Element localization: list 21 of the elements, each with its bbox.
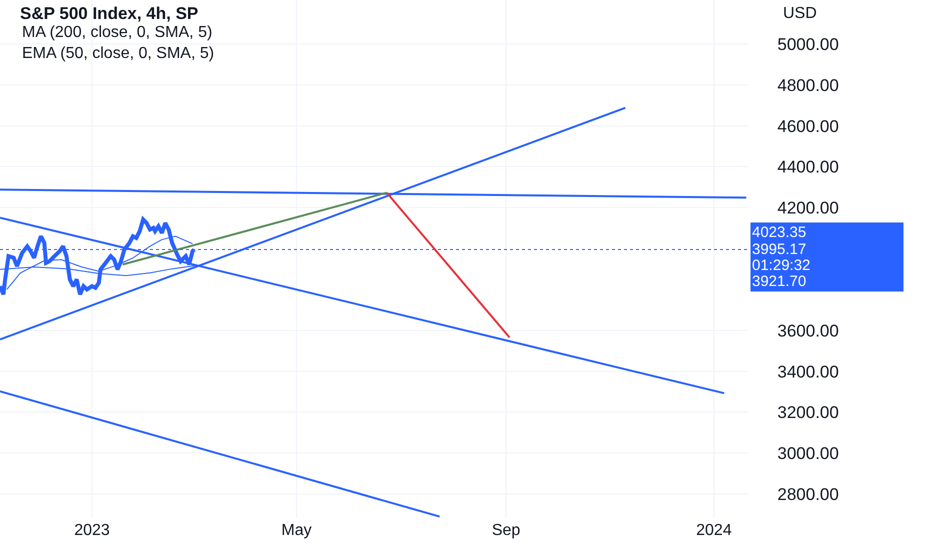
y-tick-label: 4200.00	[777, 198, 839, 218]
y-tick-label: 3600.00	[777, 321, 839, 340]
text: 3921.70	[752, 273, 806, 290]
y-tick-label: 3200.00	[777, 403, 839, 422]
x-tick-label: Sep	[492, 522, 520, 539]
y-tick-label: 3400.00	[777, 362, 839, 382]
y-axis-title: USD	[783, 5, 817, 22]
y-tick-label: 4800.00	[777, 76, 839, 95]
y-tick-label: 2800.00	[777, 485, 839, 504]
y-tick-label: 4600.00	[777, 116, 839, 136]
chart-title: S&P 500 Index, 4h, SP	[20, 4, 198, 23]
x-tick-label: May	[281, 522, 312, 539]
y-tick-label: 4400.00	[777, 158, 839, 177]
text: 4023.35	[752, 224, 806, 241]
x-tick-label: 2024	[696, 522, 732, 539]
text: 01:29:32	[752, 257, 810, 274]
text: MA (200, close, 0, SMA, 5) EMA (50, close, 0, SMA, 5)	[22, 24, 214, 62]
ref-line-label: 3995.17	[752, 241, 806, 258]
x-tick-label: 2023	[74, 522, 110, 539]
y-tick-label: 3000.00	[777, 444, 839, 464]
y-tick-label: 5000.00	[777, 34, 839, 54]
